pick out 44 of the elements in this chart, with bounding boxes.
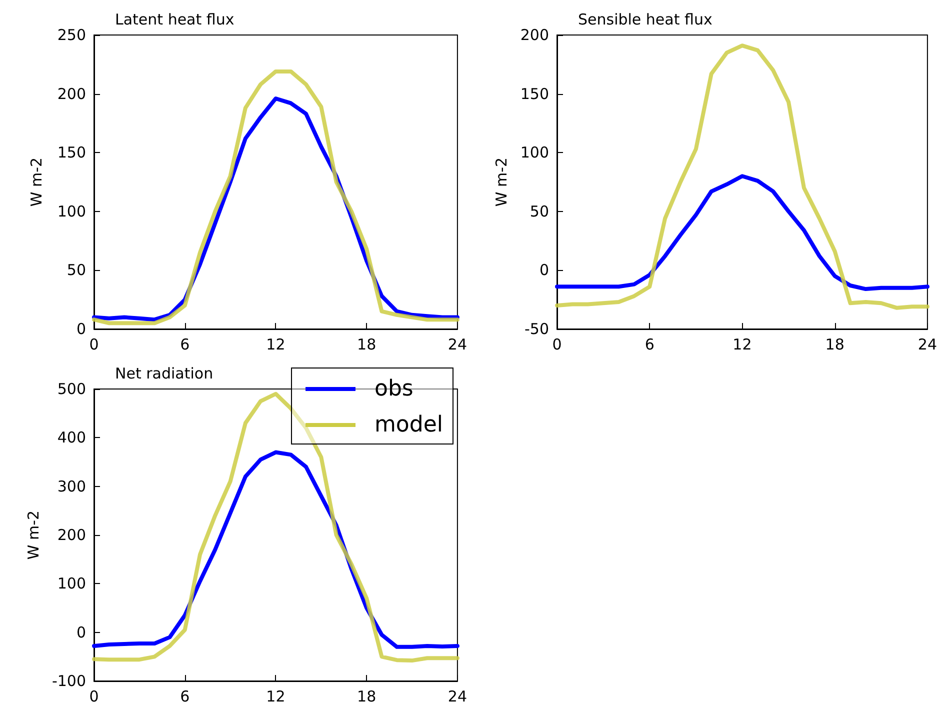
- y-tick-label: 400: [57, 428, 86, 447]
- y-axis-title: W m-2: [28, 157, 46, 207]
- x-tick-label: 0: [89, 688, 99, 704]
- y-tick-label: 100: [57, 574, 86, 593]
- y-tick-label: 50: [530, 202, 549, 220]
- x-tick-label: 0: [552, 336, 562, 354]
- y-tick-label: 0: [76, 623, 86, 642]
- x-tick-label: 24: [918, 336, 938, 354]
- chart-title: Net radiation: [115, 364, 214, 382]
- y-tick-label: 100: [520, 144, 549, 162]
- line-series: [555, 174, 930, 292]
- y-tick-label: -50: [524, 320, 549, 338]
- x-tick-label: 24: [448, 336, 468, 354]
- y-tick-label: 0: [539, 261, 549, 280]
- x-tick-label: 24: [448, 688, 468, 704]
- y-tick-label: 500: [57, 380, 86, 398]
- y-tick-label: 200: [520, 26, 549, 44]
- y-tick-label: 150: [57, 144, 86, 162]
- legend-label: obs: [374, 376, 414, 402]
- y-tick-label: 200: [57, 526, 86, 544]
- x-tick-label: 18: [357, 336, 376, 354]
- y-tick-label: 200: [57, 84, 86, 103]
- x-tick-label: 6: [644, 336, 654, 354]
- y-tick-label: -100: [52, 672, 86, 690]
- legend-label: model: [374, 412, 444, 438]
- x-tick-label: 12: [266, 688, 286, 704]
- y-tick-label: 300: [57, 477, 86, 496]
- x-tick-label: 0: [89, 336, 99, 354]
- line-series: [555, 44, 930, 310]
- y-axis-title: W m-2: [492, 157, 510, 207]
- y-tick-label: 150: [520, 84, 549, 103]
- x-tick-label: 18: [357, 688, 376, 704]
- chart-title: Latent heat flux: [115, 10, 234, 28]
- x-tick-label: 6: [180, 336, 190, 354]
- y-tick-label: 50: [66, 261, 86, 280]
- chart-title: Sensible heat flux: [578, 10, 712, 28]
- x-tick-label: 12: [732, 336, 752, 354]
- x-tick-label: 18: [825, 336, 844, 354]
- x-tick-label: 6: [180, 688, 190, 704]
- y-tick-label: 0: [76, 320, 86, 338]
- x-tick-label: 12: [266, 336, 286, 354]
- y-tick-label: 100: [57, 202, 86, 220]
- y-axis-title: W m-2: [24, 510, 43, 560]
- y-tick-label: 250: [57, 26, 86, 44]
